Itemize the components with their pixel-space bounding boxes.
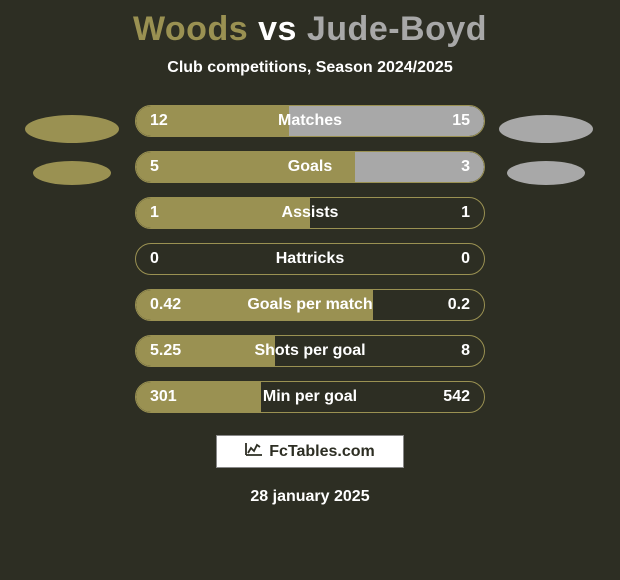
stat-row: 5Goals3 [135, 151, 485, 183]
stat-rows: 12Matches155Goals31Assists10Hattricks00.… [135, 105, 485, 413]
player1-name: Woods [133, 10, 248, 48]
stat-label: Min per goal [190, 388, 430, 406]
logo-text: FcTables.com [269, 443, 375, 461]
stat-value-p2: 0.2 [430, 296, 470, 314]
ellipse-marker-p2 [499, 115, 593, 143]
stat-label: Matches [190, 112, 430, 130]
stat-value-p1: 301 [150, 388, 190, 406]
vs-text: vs [258, 10, 297, 48]
stat-value-p2: 15 [430, 112, 470, 130]
logo-box[interactable]: FcTables.com [216, 435, 404, 468]
stat-value-p1: 12 [150, 112, 190, 130]
title: Woods vs Jude-Boyd [133, 10, 487, 49]
comparison-infographic: Woods vs Jude-Boyd Club competitions, Se… [0, 0, 620, 580]
ellipse-marker-p2 [507, 161, 585, 185]
stat-label: Goals [190, 158, 430, 176]
player2-markers [499, 105, 595, 185]
stat-row: 0.42Goals per match0.2 [135, 289, 485, 321]
player2-name: Jude-Boyd [307, 10, 487, 48]
player1-markers [25, 105, 121, 185]
stat-label: Assists [190, 204, 430, 222]
stat-value-p2: 1 [430, 204, 470, 222]
subtitle: Club competitions, Season 2024/2025 [167, 59, 452, 77]
stat-value-p2: 8 [430, 342, 470, 360]
stats-area: 12Matches155Goals31Assists10Hattricks00.… [0, 105, 620, 413]
stat-label: Goals per match [190, 296, 430, 314]
stat-label: Shots per goal [190, 342, 430, 360]
stat-value-p1: 0.42 [150, 296, 190, 314]
stat-row: 0Hattricks0 [135, 243, 485, 275]
date-text: 28 january 2025 [250, 488, 369, 506]
stat-row: 301Min per goal542 [135, 381, 485, 413]
stat-value-p1: 5 [150, 158, 190, 176]
ellipse-marker-p1 [33, 161, 111, 185]
chart-icon [245, 442, 263, 461]
stat-value-p1: 5.25 [150, 342, 190, 360]
stat-row: 5.25Shots per goal8 [135, 335, 485, 367]
stat-value-p1: 1 [150, 204, 190, 222]
stat-value-p2: 542 [430, 388, 470, 406]
stat-row: 1Assists1 [135, 197, 485, 229]
stat-value-p2: 0 [430, 250, 470, 268]
ellipse-marker-p1 [25, 115, 119, 143]
stat-value-p2: 3 [430, 158, 470, 176]
stat-value-p1: 0 [150, 250, 190, 268]
stat-label: Hattricks [190, 250, 430, 268]
stat-row: 12Matches15 [135, 105, 485, 137]
